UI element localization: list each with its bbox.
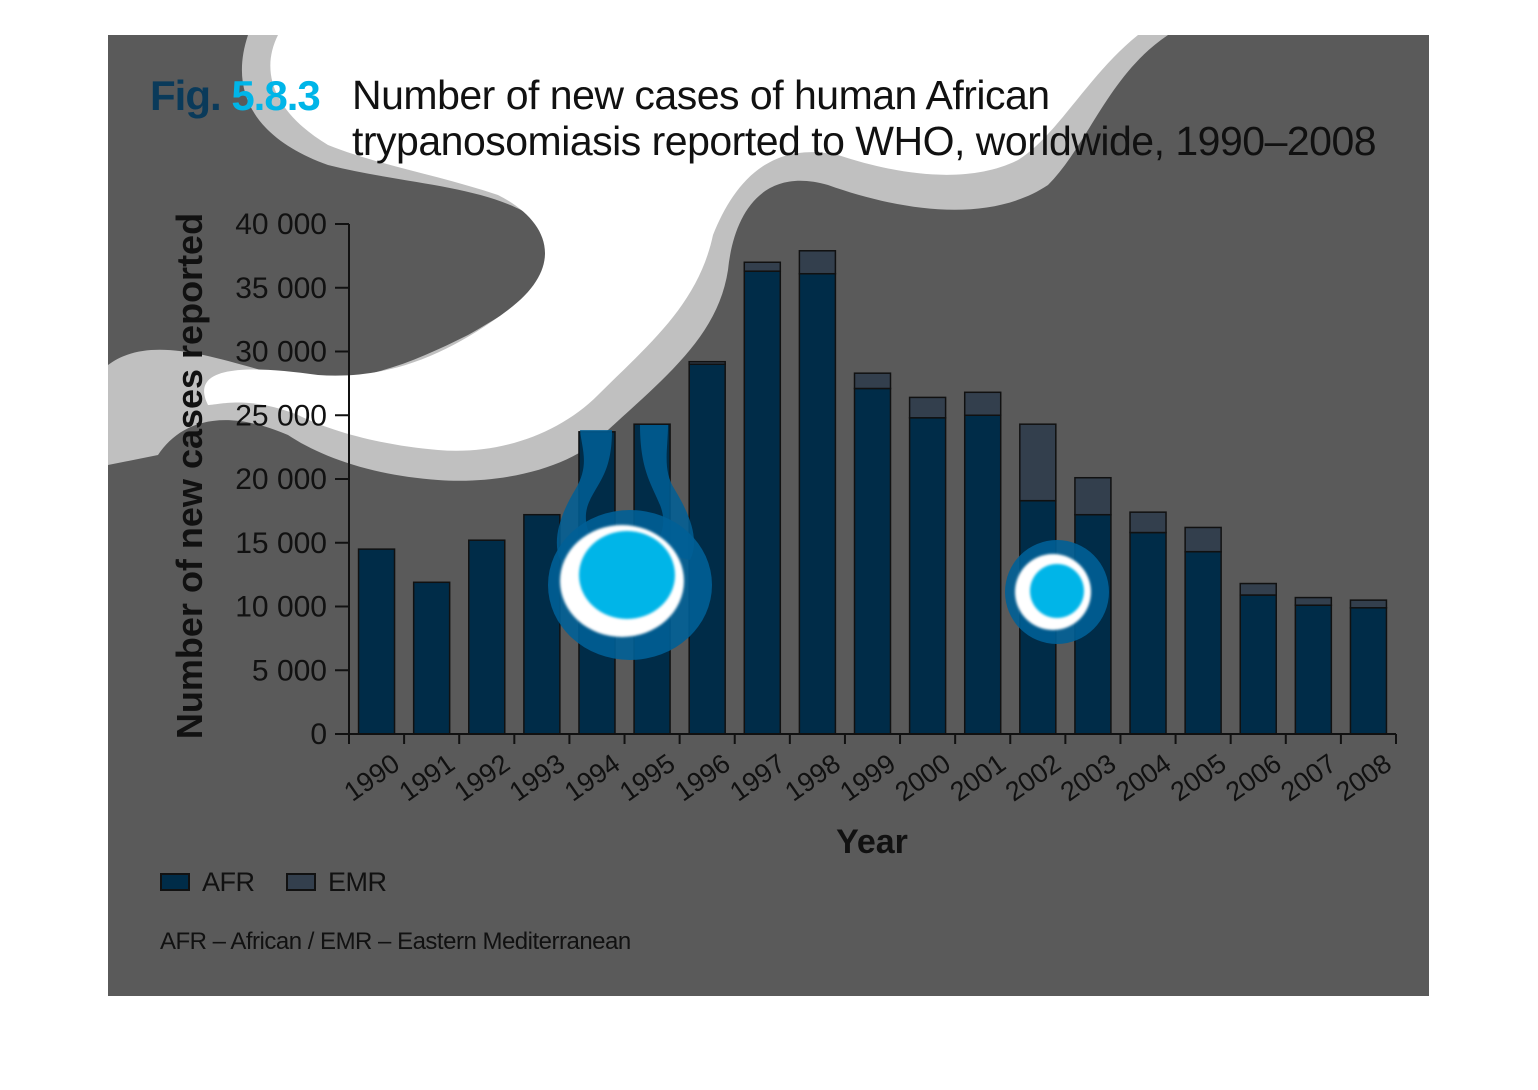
chart-title: Number of new cases of human African try… xyxy=(352,72,1412,164)
bar-afr-1991 xyxy=(412,581,451,735)
chart-title-line-2: trypanosomiasis reported to WHO, worldwi… xyxy=(352,118,1377,164)
bar-afr-2004 xyxy=(1129,531,1167,735)
bar-afr-2007 xyxy=(1294,604,1333,735)
highlight-dot-2002 xyxy=(1030,564,1084,618)
y-tick-label: 15 000 xyxy=(235,527,327,560)
chart-panel xyxy=(108,35,1429,996)
y-tick-label: 25 000 xyxy=(235,399,327,432)
x-tick-label-2001: 2001 xyxy=(945,748,1011,807)
bar-emr-2008 xyxy=(1349,599,1388,609)
y-tick-label: 5 000 xyxy=(252,654,327,687)
highlight-overlay xyxy=(548,425,1109,660)
x-tick-label-2002: 2002 xyxy=(1000,748,1066,807)
x-axis-label: Year xyxy=(836,823,908,861)
bar-emr-2001 xyxy=(963,391,1002,416)
x-tick-label-2003: 2003 xyxy=(1055,748,1121,807)
bar-afr-1997 xyxy=(743,270,782,735)
legend-label-afr: AFR xyxy=(202,866,255,897)
x-tick-label-2006: 2006 xyxy=(1220,748,1286,807)
bar-afr-2001 xyxy=(963,414,1002,735)
bar-emr-1996 xyxy=(688,360,726,366)
bar-afr-1998 xyxy=(798,272,837,735)
bar-emr-1998 xyxy=(798,250,837,275)
x-tick-label-1991: 1991 xyxy=(394,748,460,807)
bar-emr-1999 xyxy=(853,372,892,390)
bar-emr-2003 xyxy=(1074,476,1112,516)
legend-label-emr: EMR xyxy=(328,866,387,897)
footnote: AFR – African / EMR – Eastern Mediterran… xyxy=(160,928,631,955)
legend-swatch-afr xyxy=(160,873,190,891)
x-tick-label-1994: 1994 xyxy=(559,748,625,807)
decorative-blob xyxy=(108,35,1168,481)
x-tick-label-1999: 1999 xyxy=(835,748,901,807)
highlight-dot-1994 xyxy=(579,531,675,619)
x-tick-label-1992: 1992 xyxy=(449,748,515,807)
x-tick-label-1998: 1998 xyxy=(779,748,845,807)
bar-afr-1993 xyxy=(523,513,561,735)
bar-emr-2004 xyxy=(1129,511,1167,534)
legend-item-afr: AFR xyxy=(160,866,255,897)
y-tick-label: 20 000 xyxy=(235,463,327,496)
bars-layer xyxy=(357,250,1388,735)
figure-word: Fig. xyxy=(150,72,222,119)
x-tick-label-1997: 1997 xyxy=(724,748,790,807)
legend-item-emr: EMR xyxy=(286,866,387,897)
bar-afr-2008 xyxy=(1349,607,1388,735)
bar-afr-1990 xyxy=(357,548,396,735)
x-tick-label-1996: 1996 xyxy=(669,748,735,807)
bar-emr-2007 xyxy=(1294,596,1333,606)
x-tick-label-2007: 2007 xyxy=(1275,748,1341,807)
legend-swatch-emr xyxy=(286,873,316,891)
y-axis-label: Number of new cases reported xyxy=(169,213,210,739)
y-tick-label: 30 000 xyxy=(235,336,327,369)
x-tick-label-2005: 2005 xyxy=(1165,748,1231,807)
y-tick-label: 35 000 xyxy=(235,272,327,305)
bar-afr-2006 xyxy=(1239,594,1277,735)
x-tick-label-2004: 2004 xyxy=(1110,748,1176,807)
x-tick-label-1990: 1990 xyxy=(339,748,405,807)
x-tick-label-2008: 2008 xyxy=(1330,748,1396,807)
bar-afr-1992 xyxy=(468,539,506,735)
bar-emr-2005 xyxy=(1184,526,1222,553)
bar-afr-2005 xyxy=(1184,550,1222,735)
x-tick-label-2000: 2000 xyxy=(890,748,956,807)
y-tick-label: 10 000 xyxy=(235,591,327,624)
bar-emr-2006 xyxy=(1239,582,1277,596)
y-tick-label: 40 000 xyxy=(235,208,327,241)
figure-number-value: 5.8.3 xyxy=(231,72,320,119)
x-tick-label-1993: 1993 xyxy=(504,748,570,807)
bar-emr-2002 xyxy=(1019,423,1057,502)
bar-emr-1997 xyxy=(743,261,782,272)
chart-title-line-1: Number of new cases of human African xyxy=(352,72,1050,118)
figure-number: Fig. 5.8.3 xyxy=(150,72,321,120)
bar-afr-1999 xyxy=(853,387,892,735)
highlight-neck-left xyxy=(556,430,612,560)
y-tick-label: 0 xyxy=(310,718,327,751)
x-tick-label-1995: 1995 xyxy=(614,748,680,807)
bar-emr-2000 xyxy=(908,396,947,419)
bar-afr-2000 xyxy=(908,417,947,735)
